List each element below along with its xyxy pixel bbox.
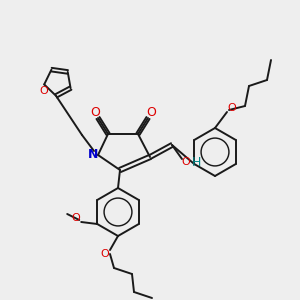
Text: O: O <box>100 249 109 259</box>
Text: N: N <box>88 148 98 160</box>
Text: O: O <box>182 157 190 167</box>
Text: O: O <box>40 86 49 96</box>
Text: O: O <box>146 106 156 118</box>
Text: O: O <box>90 106 100 118</box>
Text: H: H <box>191 155 201 169</box>
Text: O: O <box>72 213 81 223</box>
Text: O: O <box>228 103 236 113</box>
